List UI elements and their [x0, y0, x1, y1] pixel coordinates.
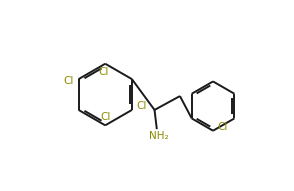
- Text: Cl: Cl: [218, 122, 228, 132]
- Text: NH₂: NH₂: [148, 131, 168, 141]
- Text: Cl: Cl: [137, 101, 147, 111]
- Text: Cl: Cl: [100, 112, 111, 122]
- Text: Cl: Cl: [98, 67, 109, 77]
- Text: Cl: Cl: [64, 76, 74, 86]
